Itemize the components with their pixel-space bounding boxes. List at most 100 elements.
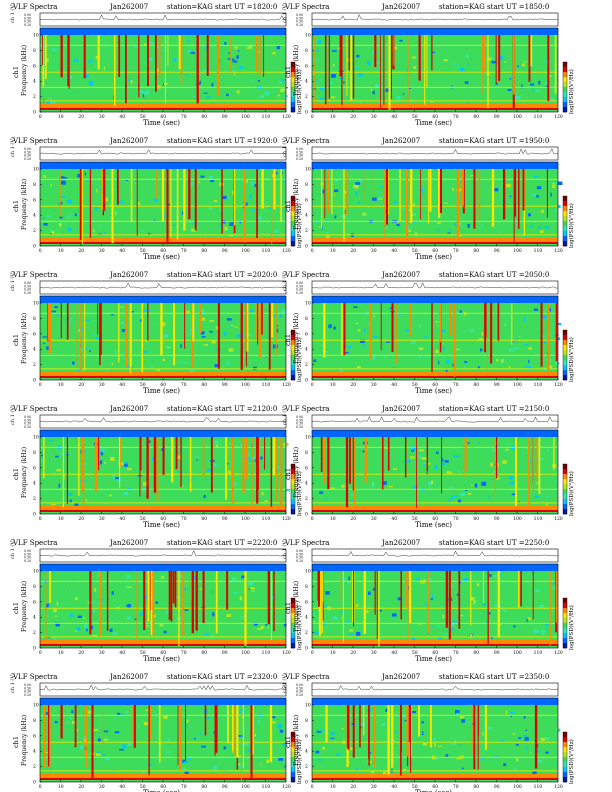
spectrogram-texture <box>535 89 540 92</box>
timeseries-tick-label: 0.50 <box>24 16 31 20</box>
sferic-stroke <box>166 169 169 245</box>
spectrogram-texture <box>62 177 68 179</box>
sferic-stroke <box>118 303 120 363</box>
sferic-stroke <box>349 437 351 484</box>
x-tick-label: 70 <box>453 248 459 254</box>
colorbar-segment <box>291 484 295 490</box>
sferic-stroke <box>328 35 330 100</box>
channel-label: ch 1 (V) <box>9 673 16 693</box>
spectrogram-texture <box>407 93 410 96</box>
colorbar-segment <box>291 97 295 103</box>
spectrogram-texture <box>94 206 98 211</box>
spectrogram-texture <box>276 45 281 50</box>
spectrogram-texture <box>349 629 354 632</box>
sferic-stroke <box>343 303 346 356</box>
transmitter-line <box>40 741 286 743</box>
spectrogram-texture <box>505 443 511 445</box>
x-tick-label: 120 <box>554 784 563 790</box>
x-tick-label: 120 <box>554 248 563 254</box>
spectrogram-texture <box>278 757 284 761</box>
colorbar-segment <box>563 742 567 748</box>
high-frequency-band <box>312 698 558 705</box>
colorbar-label: log(PSD)(V²/Hz) <box>568 471 575 516</box>
low-frequency-band <box>312 108 558 110</box>
x-tick-label: 100 <box>241 382 250 388</box>
y-tick-label: 8 <box>33 48 36 54</box>
spectrogram-texture <box>451 495 453 500</box>
spectrogram-texture <box>345 346 347 350</box>
sferic-stroke <box>170 437 174 483</box>
sferic-stroke <box>327 437 330 489</box>
spectrogram-texture <box>355 637 358 642</box>
spectrogram-texture <box>85 319 90 321</box>
colorbar-segment <box>563 633 567 639</box>
spectrogram-texture <box>532 770 537 775</box>
spectrogram-texture <box>66 721 69 724</box>
spectrogram-texture <box>168 203 171 206</box>
y-tick-label: 4 <box>33 79 36 85</box>
sferic-stroke <box>374 571 376 615</box>
spectrogram-texture <box>240 708 245 713</box>
transmitter-line <box>40 368 286 370</box>
timeseries-tick-label: 0.20 <box>296 291 303 295</box>
y-tick-label: 8 <box>305 584 308 590</box>
spectrogram-texture <box>53 636 57 640</box>
spectrogram-texture <box>554 480 556 482</box>
spectrogram-texture <box>465 489 468 492</box>
spectrogram-texture <box>236 765 242 768</box>
spectrogram-texture <box>526 618 528 623</box>
transmitter-line <box>312 220 558 222</box>
spectrogram-texture <box>355 767 359 770</box>
spectrogram-texture <box>411 450 415 452</box>
timeseries-tick-label: 0.20 <box>24 425 31 429</box>
spectrogram-texture <box>253 622 258 626</box>
spectrogram-texture <box>93 228 95 233</box>
spectrogram-texture <box>346 92 348 96</box>
panel-date: Jan262007 <box>381 3 420 11</box>
x-tick-label: 40 <box>119 114 125 120</box>
x-axis-label: Time (sec) <box>415 789 452 792</box>
y-tick-label: 0 <box>33 244 36 250</box>
x-tick-label: 100 <box>241 114 250 120</box>
spectrogram-texture <box>362 450 365 453</box>
x-tick-label: 40 <box>119 650 125 656</box>
spectrogram-texture <box>279 314 283 318</box>
transmitter-line <box>40 339 286 341</box>
spectrogram-texture <box>46 58 49 63</box>
spectrogram-texture <box>316 731 322 733</box>
colorbar-segment <box>291 464 295 470</box>
spectrogram-texture <box>88 82 94 86</box>
spectrogram-texture <box>248 463 254 465</box>
spectrogram-texture <box>319 97 325 101</box>
spectrogram-texture <box>272 51 276 55</box>
spectrogram-texture <box>276 328 279 333</box>
spectrogram-texture <box>213 731 216 734</box>
spectrogram-texture <box>180 344 182 348</box>
timeseries-tick-label: 0.00 <box>296 281 303 285</box>
spectrogram-texture <box>470 174 475 177</box>
spectrogram-texture <box>371 197 377 201</box>
spectrogram-texture <box>224 226 228 231</box>
x-tick-label: 20 <box>78 382 84 388</box>
spectrogram-texture <box>494 604 498 607</box>
spectrogram-texture <box>223 741 229 743</box>
sferic-stroke <box>83 35 86 79</box>
spectrogram-texture <box>359 101 362 106</box>
x-tick-label: 40 <box>119 516 125 522</box>
spectrogram-texture <box>526 746 528 751</box>
x-axis-label: Time (sec) <box>143 789 180 792</box>
x-tick-label: 20 <box>350 650 356 656</box>
spectrogram-texture <box>162 358 166 362</box>
sferic-stroke <box>232 705 234 751</box>
spectrogram-texture <box>238 755 242 758</box>
spectrogram-texture <box>319 86 325 90</box>
sferic-stroke <box>272 437 276 476</box>
spectrogram-texture <box>522 734 528 737</box>
sferic-stroke <box>320 437 323 473</box>
spectrogram-panel: VLF Spectra Jan262007 station=KAG start UT… <box>281 673 575 792</box>
sferic-stroke <box>172 571 175 604</box>
spectrogram-texture <box>56 601 59 606</box>
sferic-stroke <box>270 437 273 507</box>
spectrogram-texture <box>190 182 194 186</box>
